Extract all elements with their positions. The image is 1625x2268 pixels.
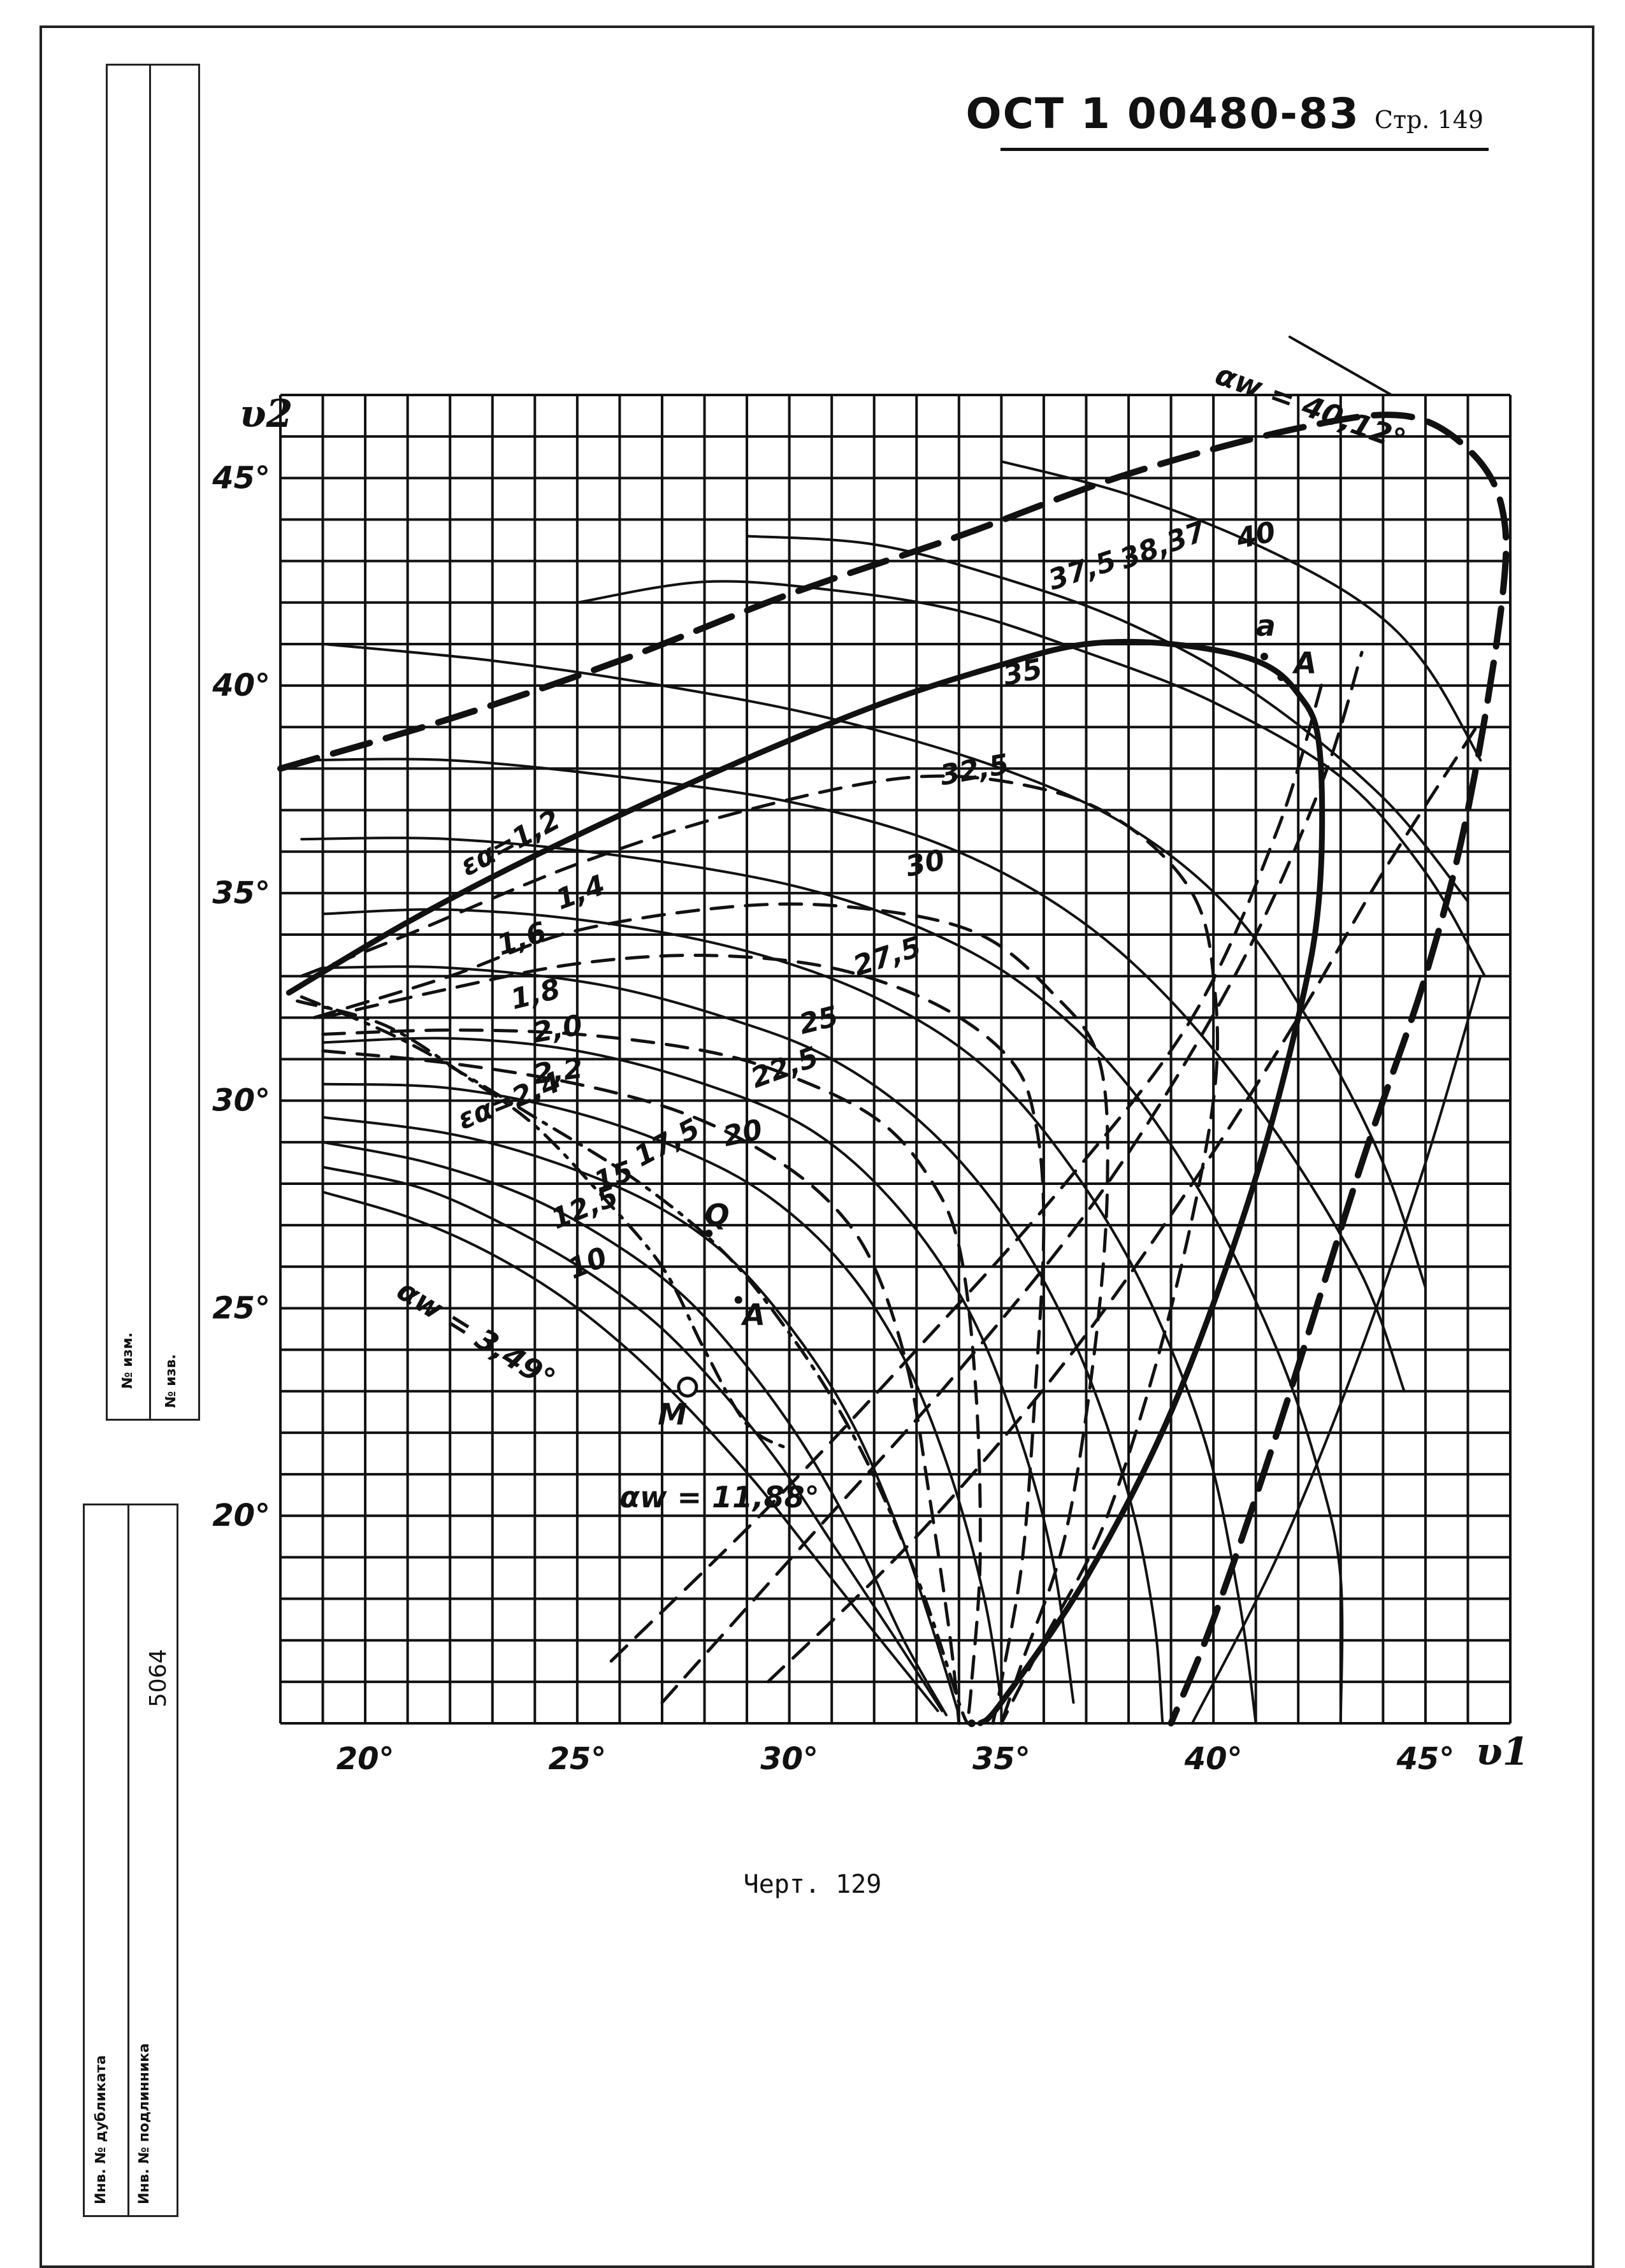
- series-line: [321, 1049, 961, 1725]
- series-line: [321, 1165, 944, 1712]
- point-marker: [705, 1230, 713, 1238]
- point-marker: [967, 1719, 976, 1727]
- series-line: [296, 999, 791, 1451]
- alpha-w-label: αw = 11,88°: [619, 1480, 819, 1514]
- x-tick-label: 45°: [1396, 1741, 1454, 1777]
- point-label: a: [1256, 608, 1276, 643]
- contour-label: 35: [1000, 652, 1045, 693]
- series-line: [1000, 460, 1482, 762]
- standard-code: ОСТ 1 00480-83: [965, 89, 1360, 138]
- point-marker: [1260, 652, 1268, 661]
- y-tick-label: 35°: [212, 875, 270, 911]
- stamp-top-block: [106, 64, 200, 1421]
- contour-label: 20: [720, 1113, 765, 1153]
- series-line: [1288, 335, 1393, 396]
- point-marker: [677, 1376, 698, 1398]
- contour-label: 22,5: [747, 1040, 823, 1095]
- series-line: [1190, 975, 1482, 1725]
- chart-curves: [277, 335, 1510, 1726]
- series-line: [575, 580, 1487, 978]
- x-tick-label: 20°: [336, 1741, 394, 1777]
- header-underline: [1000, 148, 1489, 151]
- contour-label: 25: [796, 1000, 842, 1041]
- epsilon-label: 1,4: [552, 869, 610, 917]
- series-line: [766, 725, 1478, 1684]
- point-label: A: [1292, 646, 1317, 680]
- y-tick-label: 25°: [212, 1290, 270, 1326]
- contour-label: 40: [1233, 515, 1278, 556]
- series-line: [300, 836, 1344, 1725]
- series-line: [300, 757, 1406, 1393]
- series-line: [300, 995, 969, 1725]
- series-line: [321, 1116, 960, 1716]
- x-tick-label: 40°: [1184, 1741, 1243, 1777]
- y-tick-label: 20°: [212, 1498, 270, 1533]
- series-line: [312, 902, 1109, 1725]
- figure-caption: Черт. 129: [743, 1870, 882, 1899]
- point-label: Q: [705, 1198, 730, 1232]
- series-line: [660, 650, 1364, 1704]
- page-number: Стр. 149: [1374, 106, 1484, 134]
- series-line: [321, 1037, 1075, 1704]
- stamp-top-divider: [149, 64, 151, 1421]
- series-line: [300, 774, 1220, 1725]
- series-line: [321, 642, 1427, 1289]
- series-line: [321, 908, 1257, 1725]
- series-line: [746, 535, 1470, 903]
- y-tick-label: 40°: [212, 668, 270, 703]
- y-tick-label: 45°: [212, 460, 270, 496]
- series-line: [321, 1082, 1003, 1704]
- series-line: [321, 1028, 982, 1725]
- x-tick-label: 25°: [548, 1741, 606, 1777]
- epsilon-label: 1,8: [507, 973, 563, 1016]
- stamp-bottom-block: [83, 1504, 178, 2217]
- epsilon-label: 1,6: [493, 915, 551, 962]
- chart-points: [677, 652, 1285, 1727]
- series-line: [321, 1191, 939, 1712]
- point-marker: [1277, 673, 1285, 682]
- y-tick-label: 30°: [212, 1083, 270, 1119]
- series-line: [321, 953, 1046, 1725]
- contour-label: 10: [563, 1241, 612, 1286]
- contour-label: 17,5: [629, 1112, 705, 1173]
- series-line: [321, 965, 1164, 1725]
- point-label: M: [658, 1397, 687, 1432]
- stamp-bottom-divider: [127, 1504, 129, 2217]
- point-label: A: [740, 1298, 765, 1332]
- document-header: ОСТ 1 00480-83 Стр. 149: [965, 89, 1484, 138]
- series-line: [609, 675, 1325, 1663]
- contour-label: 30: [903, 843, 948, 884]
- contour-label: 37,5: [1044, 545, 1120, 597]
- epsilon-label: 2,2: [531, 1052, 585, 1091]
- series-line: [285, 638, 1325, 1726]
- x-axis-title: υ1: [1476, 1730, 1529, 1774]
- x-tick-label: 35°: [972, 1741, 1030, 1777]
- series-line: [321, 1140, 948, 1716]
- epsilon-label: εα=2,4: [453, 1066, 565, 1137]
- chart-tick-labels: 20° 25° 30° 35° 40° 45° 20° 25° 30° 35° 40° 45°: [212, 460, 1454, 1777]
- point-marker: [734, 1296, 742, 1304]
- y-axis-title: υ2: [240, 392, 292, 436]
- series-line: [277, 412, 1510, 1726]
- x-tick-label: 30°: [760, 1741, 818, 1777]
